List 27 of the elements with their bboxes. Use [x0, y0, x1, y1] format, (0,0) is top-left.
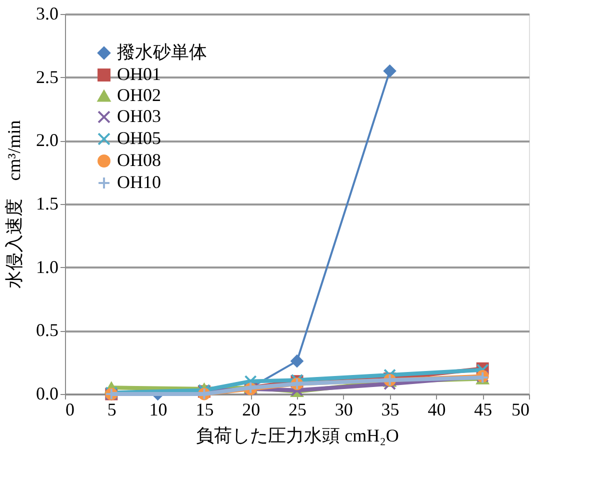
x-tick-label: 10: [149, 400, 168, 420]
legend-label: OH03: [117, 106, 161, 126]
x-tick-label: 50: [512, 400, 530, 420]
y-tick-label: 3.0: [36, 4, 58, 24]
x-tick-label: 0: [66, 400, 74, 420]
legend-label: OH02: [117, 85, 161, 105]
legend-label: OH10: [117, 172, 161, 192]
legend-label: OH01: [117, 64, 161, 84]
legend-label: OH05: [117, 128, 161, 148]
y-tick-label: 1.0: [36, 256, 58, 277]
legend-label: OH08: [117, 150, 161, 170]
y-tick-label: 0.0: [36, 384, 58, 404]
y-tick-label: 2.5: [36, 66, 58, 87]
x-tick-label: 35: [381, 400, 400, 420]
x-tick-label: 25: [288, 400, 306, 420]
y-tick-label: 0.5: [36, 320, 58, 340]
y-tick-label: 1.5: [36, 194, 58, 214]
y-axis-title: 水侵入速度 cm³/min: [4, 120, 24, 289]
x-tick-label: 5: [107, 400, 116, 420]
x-tick-label: 30: [334, 400, 353, 420]
legend-label: 撥水砂単体: [117, 42, 207, 62]
x-tick-label: 15: [196, 400, 214, 420]
x-tick-label: 45: [474, 400, 492, 420]
y-tick-label: 2.0: [36, 130, 58, 150]
x-tick-label: 40: [428, 400, 446, 420]
x-tick-label: 20: [242, 400, 260, 420]
x-axis-title: 負荷した圧力水頭 cmH₂O: [196, 426, 399, 446]
